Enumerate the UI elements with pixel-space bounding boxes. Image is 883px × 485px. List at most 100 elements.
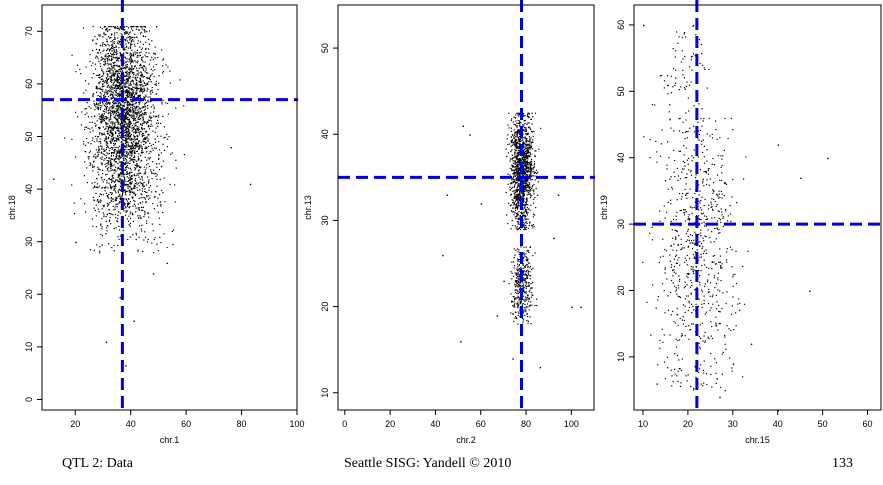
data-point [123,49,125,51]
data-point [125,135,127,137]
data-point [671,264,673,266]
data-point [513,300,515,302]
data-point [524,122,526,124]
data-point [139,215,141,217]
data-point [84,108,86,110]
data-point [109,130,111,132]
data-point [118,115,120,117]
data-point [139,54,141,57]
data-point [125,94,127,96]
data-point [102,85,104,87]
data-point [518,162,520,164]
data-point [142,90,144,92]
data-point [105,121,107,124]
data-point [128,182,131,184]
data-point [514,139,516,141]
data-point [107,117,109,119]
data-point [121,122,123,125]
data-point [109,63,111,65]
data-point [147,99,149,101]
data-point [129,160,131,162]
data-point [533,193,535,195]
data-point [119,95,121,97]
data-point [134,164,136,166]
data-point [139,46,141,48]
data-point [120,156,122,159]
data-point [527,150,529,152]
data-point [135,141,137,143]
data-point [536,304,538,307]
data-point [136,73,138,75]
data-point [143,65,145,67]
data-point [146,195,148,197]
data-point [528,122,530,124]
data-point [157,88,159,90]
data-point [514,191,516,193]
data-point [524,226,526,228]
data-point [123,120,125,123]
data-point [111,40,113,42]
data-point [131,145,133,147]
data-point [131,150,133,152]
data-point [514,216,516,218]
data-point [129,52,131,54]
data-point [517,297,519,299]
data-point [732,179,734,181]
data-point [126,63,129,66]
data-point [131,212,133,214]
data-point [120,27,122,29]
data-point [127,202,130,204]
data-point [117,121,119,123]
data-point [513,134,516,136]
data-point [516,277,518,279]
data-point [119,132,121,134]
data-point [164,201,166,203]
data-point [149,115,151,117]
data-point [140,154,142,157]
data-point [137,29,140,31]
data-point [122,67,125,69]
data-point [126,203,128,205]
data-point [526,123,528,126]
data-point [516,179,518,181]
data-point [145,146,147,148]
data-point [529,168,531,170]
data-point [126,78,128,80]
data-point [107,55,109,57]
data-point [524,166,526,168]
data-point [511,134,514,136]
y-tick-label: 10 [320,388,330,398]
data-point [136,150,138,152]
data-point [130,188,132,190]
data-point [118,112,120,114]
data-point [118,66,120,68]
data-point [113,64,115,67]
data-point [140,90,142,92]
data-point [511,165,513,167]
data-point [518,249,520,251]
data-point [107,131,109,133]
data-point [523,203,525,206]
data-point [134,139,136,141]
data-point [103,119,105,121]
data-point [98,151,100,153]
data-point [515,125,517,127]
data-point [127,125,129,127]
data-point [135,36,137,39]
data-point [130,178,132,180]
data-point [103,150,105,152]
data-point [516,177,518,179]
data-point [95,43,97,45]
data-point [522,142,524,144]
data-point [134,148,136,150]
data-point [517,172,519,174]
data-point [145,41,147,43]
data-point [128,122,130,124]
data-point [92,130,94,132]
data-point [132,55,134,57]
data-point [124,38,126,41]
data-point [110,58,113,60]
data-point [156,185,158,187]
data-point [155,93,158,95]
data-point [117,73,119,75]
